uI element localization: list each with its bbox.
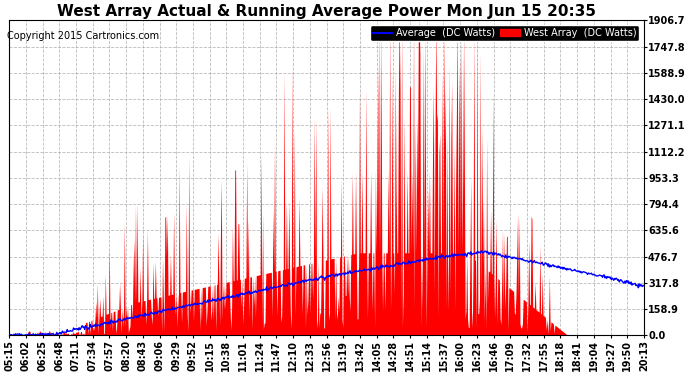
Legend: Average  (DC Watts), West Array  (DC Watts): Average (DC Watts), West Array (DC Watts… <box>370 25 639 41</box>
Text: Copyright 2015 Cartronics.com: Copyright 2015 Cartronics.com <box>7 32 159 41</box>
Title: West Array Actual & Running Average Power Mon Jun 15 20:35: West Array Actual & Running Average Powe… <box>57 4 596 19</box>
